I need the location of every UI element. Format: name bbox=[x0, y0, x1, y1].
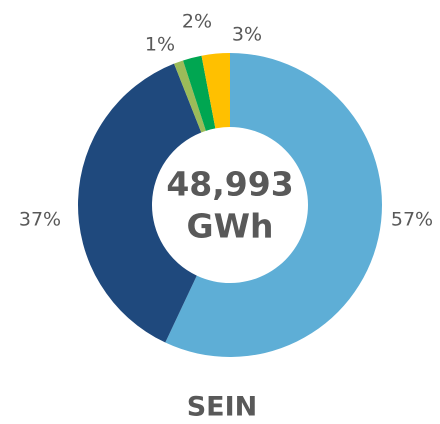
data-label: 57% bbox=[391, 209, 433, 231]
data-label: 2% bbox=[182, 11, 212, 33]
center-value: 48,993 bbox=[166, 165, 293, 204]
data-label: 3% bbox=[232, 24, 262, 46]
data-label: 37% bbox=[19, 209, 61, 231]
data-label: 1% bbox=[145, 34, 175, 56]
slice bbox=[165, 53, 382, 357]
slice bbox=[183, 55, 216, 131]
center-unit: GWh bbox=[187, 207, 274, 246]
slice bbox=[174, 60, 206, 133]
chart-title: SEIN bbox=[187, 392, 258, 423]
slice bbox=[77, 63, 202, 343]
slice bbox=[201, 53, 230, 129]
